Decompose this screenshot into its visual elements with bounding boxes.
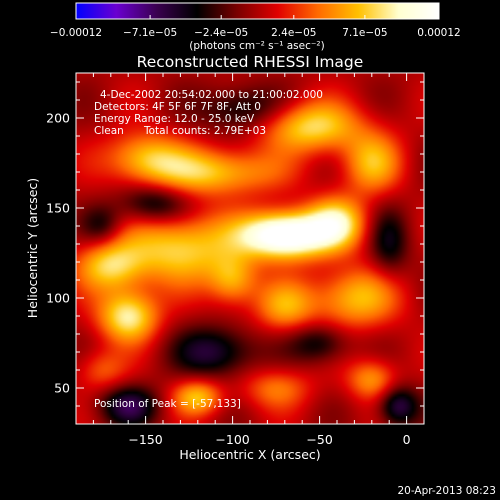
x-axis-label: Heliocentric X (arcsec) bbox=[179, 447, 320, 462]
y-axis-tick-labels: 50 100 150 200 bbox=[46, 111, 70, 396]
x-tick-label: 0 bbox=[403, 432, 411, 447]
chart-title: Reconstructed RHESSI Image bbox=[137, 53, 364, 71]
y-tick-label: 100 bbox=[46, 291, 70, 306]
colorbar-ticks bbox=[75, 15, 440, 19]
colorbar-tick-label: −2.4e−05 bbox=[194, 27, 248, 39]
x-tick-label: −150 bbox=[128, 432, 162, 447]
x-tick-label: −50 bbox=[306, 432, 332, 447]
info-peak-position: Position of Peak = [-57,133] bbox=[94, 398, 241, 410]
colorbar-units: (photons cm⁻² s⁻¹ asec⁻²) bbox=[189, 40, 324, 52]
y-axis-label: Heliocentric Y (arcsec) bbox=[25, 178, 40, 318]
info-total-counts: Total counts: 2.79E+03 bbox=[143, 125, 266, 137]
x-tick-label: −100 bbox=[215, 432, 249, 447]
y-tick-label: 200 bbox=[46, 111, 70, 126]
info-detectors: Detectors: 4F 5F 6F 7F 8F, Att 0 bbox=[94, 101, 261, 113]
colorbar-tick-label: −0.00012 bbox=[50, 27, 102, 39]
colorbar-tick-labels: −0.00012 −7.1e−05 −2.4e−05 2.4e−05 7.1e−05 0.… bbox=[50, 27, 461, 39]
x-axis-ticks bbox=[92, 73, 408, 424]
info-method: Clean bbox=[94, 125, 124, 137]
footer-timestamp: 20-Apr-2013 08:23 bbox=[397, 485, 496, 497]
y-tick-label: 50 bbox=[54, 381, 70, 396]
colorbar-tick-label: 7.1e−05 bbox=[342, 27, 387, 39]
colorbar-tick-label: 2.4e−05 bbox=[271, 27, 316, 39]
y-tick-label: 150 bbox=[46, 201, 70, 216]
x-axis-tick-labels: −150 −100 −50 0 bbox=[128, 432, 410, 447]
colorbar-tick-label: 0.00012 bbox=[417, 27, 460, 39]
info-time-range: 4-Dec-2002 20:54:02.000 to 21:00:02.000 bbox=[100, 89, 323, 101]
y-axis-ticks bbox=[76, 81, 424, 407]
colorbar-strip bbox=[75, 2, 440, 20]
colorbar-tick-label: −7.1e−05 bbox=[123, 27, 177, 39]
info-energy-range: Energy Range: 12.0 - 25.0 keV bbox=[94, 113, 255, 125]
heatmap-image bbox=[76, 73, 424, 424]
